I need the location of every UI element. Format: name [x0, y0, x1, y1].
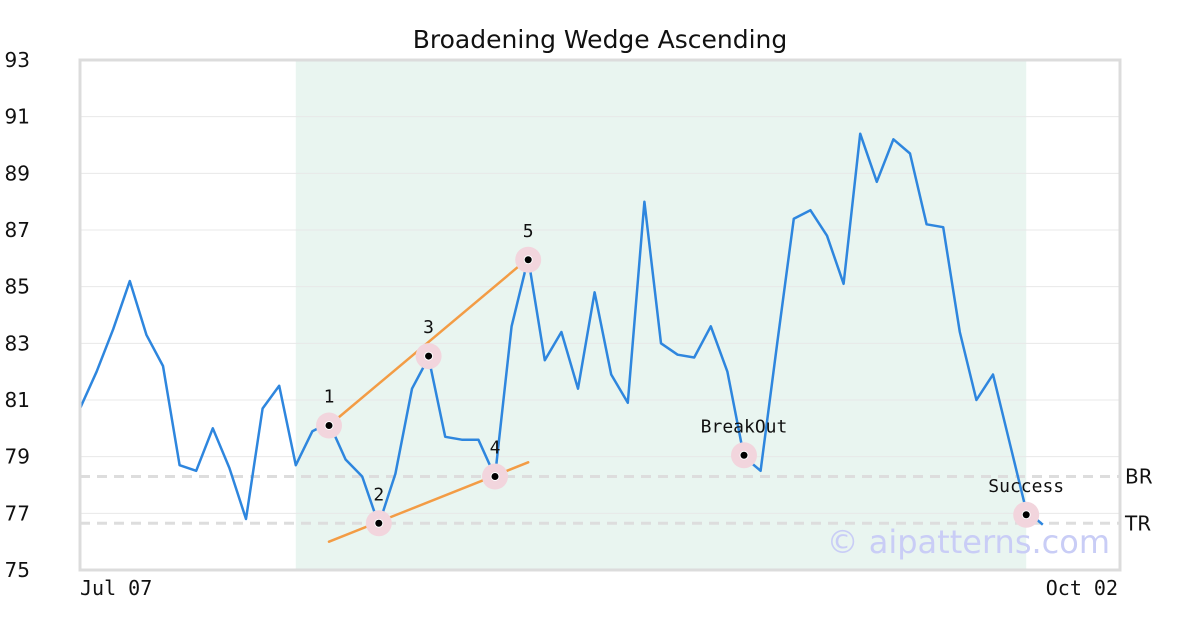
- price-series: [78, 132, 1044, 526]
- plot-frame: [78, 58, 1122, 572]
- y-tick-label: 77: [5, 501, 30, 525]
- chart-title: Broadening Wedge Ascending: [413, 25, 788, 54]
- y-tick-label: 85: [5, 275, 30, 299]
- pivot-point: [491, 473, 499, 480]
- pivot-label: 1: [324, 387, 335, 408]
- reference-label: BR: [1125, 465, 1153, 489]
- pivot-label: 5: [523, 221, 534, 242]
- pivot-label: Success: [988, 476, 1064, 497]
- y-tick-label: 79: [5, 445, 30, 469]
- pivot-label: 4: [490, 438, 501, 459]
- y-tick-labels: 75 77 79 81 83 85 87 89 91 93: [5, 48, 30, 582]
- pivot-point: [1022, 511, 1030, 519]
- watermark: © aipatterns.com: [827, 523, 1110, 561]
- pivot-markers: 1 2 3 4 5 BreakOut Success: [316, 221, 1064, 537]
- highlight-region: [295, 60, 1027, 570]
- pivot-label: BreakOut: [701, 416, 788, 437]
- y-tick-label: 89: [5, 161, 30, 185]
- x-tick-label: Oct 02: [1046, 576, 1118, 600]
- y-tick-label: 75: [5, 558, 30, 582]
- trend-line: [327, 257, 530, 427]
- y-tick-label: 87: [5, 218, 30, 242]
- y-tick-label: 91: [5, 105, 30, 129]
- pivot-point: [425, 352, 433, 360]
- pivot-point: [375, 519, 383, 527]
- x-tick-label: Jul 07: [80, 576, 152, 600]
- y-tick-label: 93: [5, 48, 30, 72]
- x-tick-labels: Jul 07 Oct 02: [80, 576, 1118, 600]
- y-tick-label: 81: [5, 388, 30, 412]
- pivot-point: [740, 451, 748, 459]
- grid-lines: [80, 116, 1120, 514]
- highlight-region-group: [295, 60, 1027, 570]
- pivot-point: [524, 256, 532, 264]
- y-tick-label: 83: [5, 331, 30, 355]
- pivot-label: 2: [373, 484, 384, 505]
- pivot-point: [325, 422, 333, 429]
- price-line: [78, 132, 1044, 526]
- pivot-label: 3: [423, 317, 434, 338]
- reference-label: TR: [1124, 511, 1151, 535]
